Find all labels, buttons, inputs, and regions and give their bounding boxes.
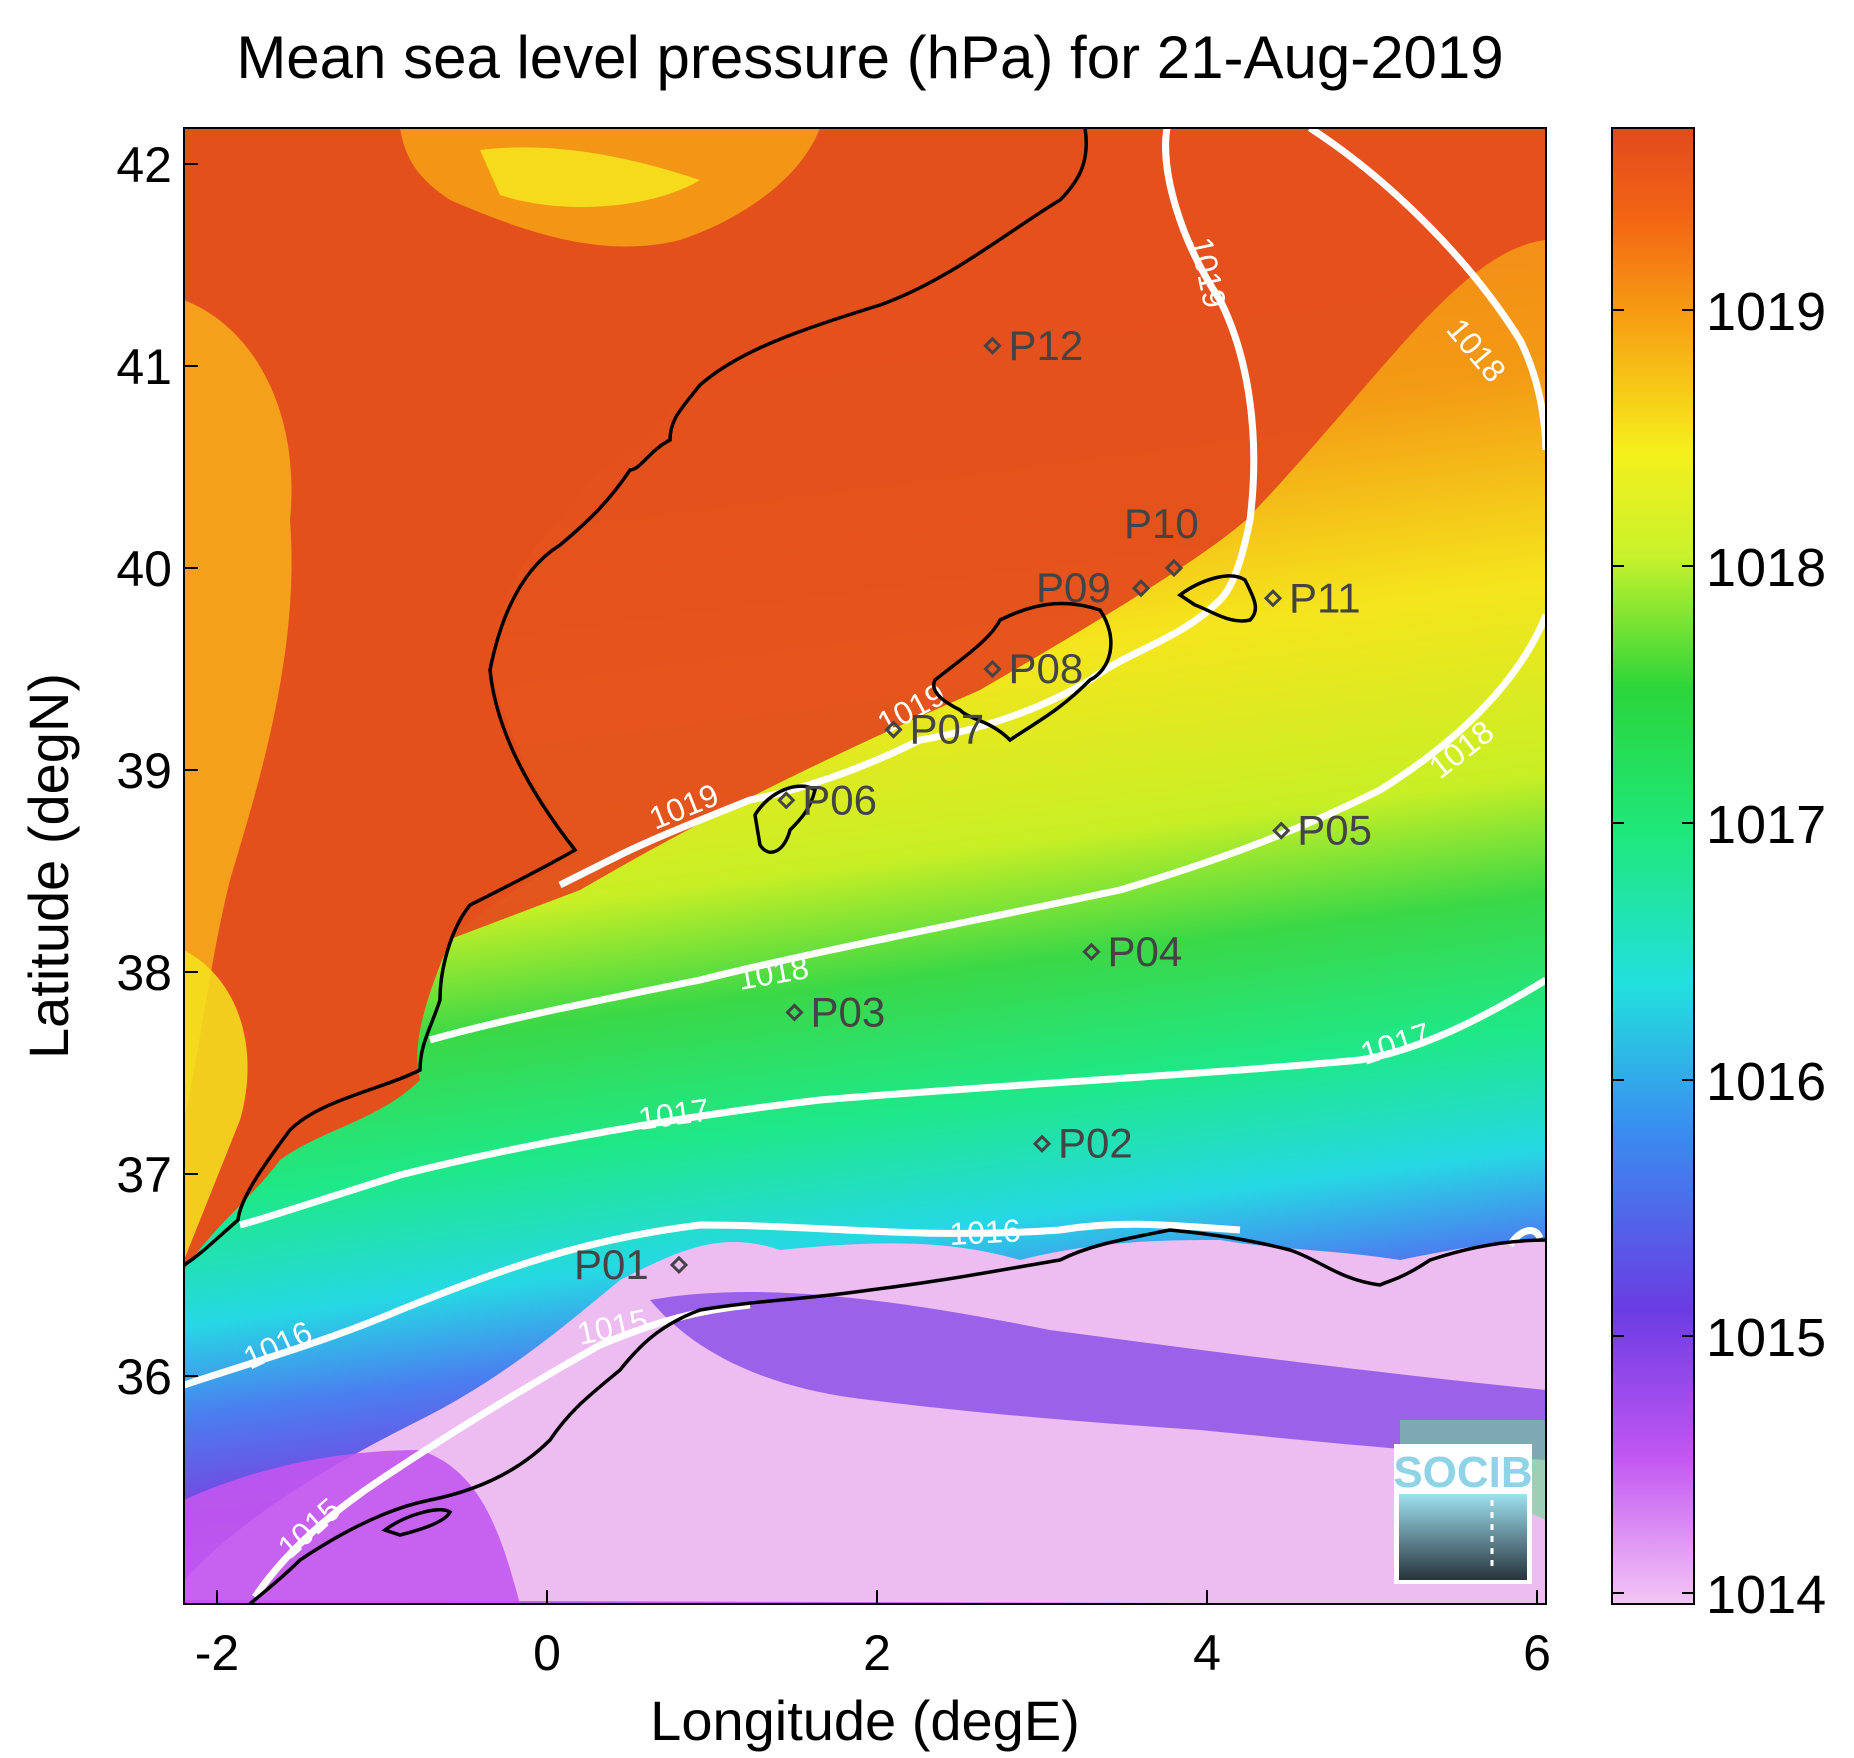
- y-tick-label: 39: [116, 743, 172, 799]
- x-tick-label: 6: [1523, 1625, 1551, 1681]
- isobar-lines: [184, 128, 1546, 1599]
- x-axis: -2 0 2 4 6: [195, 1590, 1551, 1681]
- pressure-field: [184, 128, 1546, 1604]
- station-label: P02: [1058, 1120, 1133, 1167]
- station-label: P01: [574, 1241, 649, 1288]
- station-label: P06: [802, 776, 877, 823]
- station-marker: [983, 659, 1002, 679]
- y-tick-label: 40: [116, 541, 172, 597]
- y-axis-label: Latitude (degN): [17, 673, 80, 1059]
- colorbar-tick-label: 1017: [1706, 795, 1826, 855]
- station-label: P11: [1289, 574, 1361, 621]
- colorbar-gradient: [1611, 127, 1695, 1605]
- y-tick-label: 36: [116, 1349, 172, 1405]
- station-label: P09: [1036, 564, 1111, 611]
- station-marker: [1131, 579, 1151, 598]
- y-tick-label: 41: [116, 339, 172, 395]
- colorbar-tick-label: 1016: [1706, 1052, 1826, 1112]
- x-tick-label: -2: [195, 1625, 239, 1681]
- y-tick-label: 42: [116, 137, 172, 193]
- x-axis-label: Longitude (degE): [650, 1689, 1080, 1752]
- colorbar-tick-label: 1018: [1706, 538, 1826, 598]
- station-label: P10: [1124, 500, 1199, 547]
- station-marker: [669, 1255, 689, 1275]
- station-marker: [1164, 558, 1184, 578]
- station-label: P08: [1009, 645, 1084, 692]
- y-tick-label: 38: [116, 945, 172, 1001]
- x-tick-label: 2: [863, 1625, 891, 1681]
- station-marker: [777, 791, 796, 810]
- colorbar: 1019 1018 1017 1016 1015 1014: [1611, 127, 1826, 1625]
- logo-text: SOCIB: [1393, 1448, 1532, 1497]
- station-label: P12: [1009, 322, 1084, 369]
- station-marker: [1032, 1134, 1052, 1153]
- coastline: [184, 128, 1546, 1604]
- x-tick-label: 0: [533, 1625, 561, 1681]
- station-label: P03: [811, 988, 886, 1035]
- station-marker: [785, 1003, 804, 1022]
- station-label: P05: [1297, 807, 1372, 854]
- y-tick-label: 37: [116, 1147, 172, 1203]
- axes-frame: [183, 127, 1547, 1605]
- station-marker: [1082, 942, 1101, 961]
- isobar-label: 1016: [948, 1212, 1021, 1252]
- station-markers: P01 P02 P03 P04 P05 P06 P07 P08 P09 P10 P11 P12: [574, 322, 1372, 1288]
- colorbar-tick-label: 1015: [1706, 1308, 1826, 1368]
- station-marker: [884, 720, 903, 739]
- station-marker: [1263, 589, 1283, 608]
- station-label: P04: [1108, 928, 1183, 975]
- y-axis: 42 41 40 39 38 37 36: [116, 137, 198, 1405]
- socib-logo: SOCIB: [1393, 1444, 1533, 1584]
- colorbar-tick-label: 1014: [1706, 1565, 1826, 1625]
- station-label: P07: [910, 706, 985, 753]
- station-marker: [1272, 821, 1291, 840]
- station-marker: [983, 336, 1002, 355]
- x-tick-label: 4: [1193, 1625, 1221, 1681]
- colorbar-tick-label: 1019: [1706, 282, 1826, 342]
- map-title: Mean sea level pressure (hPa) for 21-Aug…: [236, 24, 1503, 91]
